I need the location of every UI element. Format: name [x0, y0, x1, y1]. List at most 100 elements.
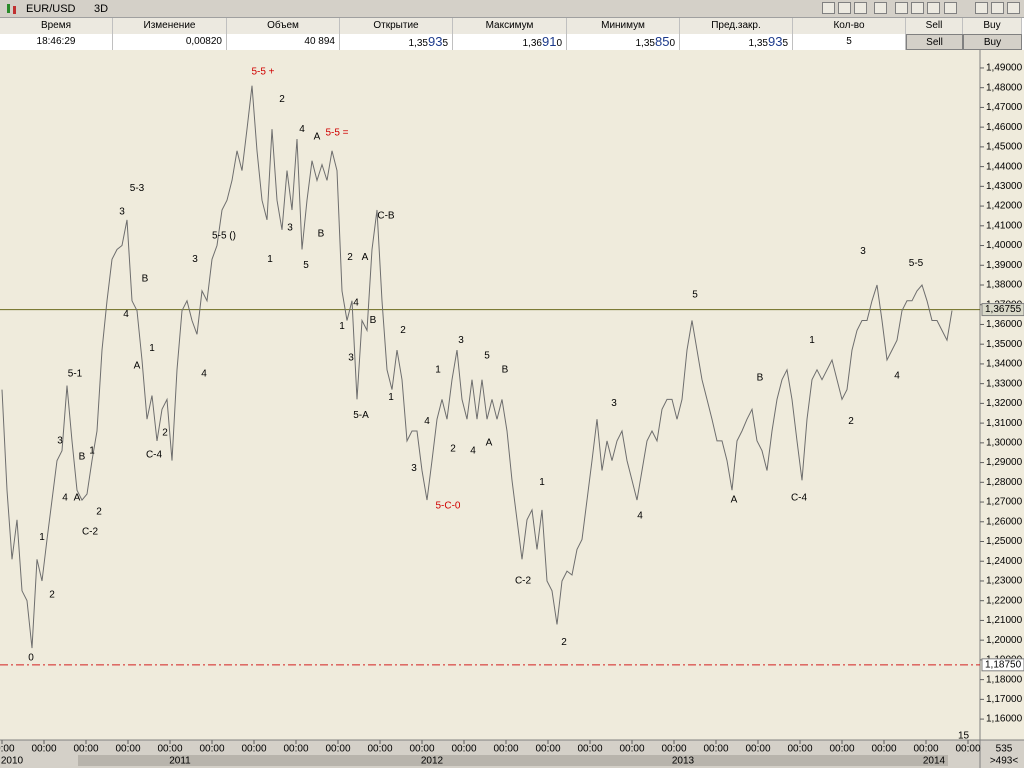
y-tick-label: 1,42000	[986, 201, 1023, 212]
y-tick-label: 1,43000	[986, 181, 1023, 192]
column-header: Sell	[906, 18, 963, 34]
x-tick-label: 00:00	[157, 744, 182, 755]
x-tick-label: 00:00	[325, 744, 350, 755]
wave-label: 3	[57, 436, 63, 447]
toolbar: EUR/USD 3D	[0, 0, 1024, 18]
wave-label: 1	[267, 254, 273, 265]
wave-label: A	[74, 493, 81, 504]
y-tick-label: 1,32000	[986, 398, 1023, 409]
column-header: Максимум	[453, 18, 567, 34]
minimize-button[interactable]	[975, 2, 988, 14]
wave-label: 2	[400, 325, 406, 336]
buy-button[interactable]: Buy	[963, 34, 1022, 50]
y-tick-label: 1,21000	[986, 615, 1023, 626]
y-tick-label: 1,23000	[986, 576, 1023, 587]
wave-label: A	[134, 361, 141, 372]
y-tick-label: 1,39000	[986, 260, 1023, 271]
year-band	[78, 755, 948, 766]
wave-label: B	[142, 274, 149, 285]
y-tick-label: 1,24000	[986, 556, 1023, 567]
column-header: Время	[0, 18, 113, 34]
wave-label: 5-5	[909, 258, 924, 269]
wave-label: 3	[348, 353, 354, 364]
close-button[interactable]	[1007, 2, 1020, 14]
wave-label: 2	[561, 637, 567, 648]
wave-label: 3	[411, 463, 417, 474]
year-label: 2013	[672, 756, 695, 767]
y-tick-label: 1,34000	[986, 359, 1023, 370]
y-tick-label: 1,45000	[986, 142, 1023, 153]
y-tick-label: 1,25000	[986, 536, 1023, 547]
y-tick-label: 1,35000	[986, 339, 1023, 350]
wave-label: 1	[39, 532, 45, 543]
footer-value: >493<	[990, 756, 1019, 767]
wave-label: 5	[303, 260, 309, 271]
quote-count: 5	[793, 34, 906, 50]
x-tick-label: 00:00	[115, 744, 140, 755]
wave-label: 5-5 +	[251, 67, 274, 78]
year-label: 2010	[1, 756, 24, 767]
quote-header: Время Изменение Объем Открытие Максимум Миним…	[0, 18, 1024, 34]
wave-label: 4	[424, 416, 430, 427]
y-tick-label: 1,26000	[986, 516, 1023, 527]
price-level-label: 1,36755	[985, 304, 1022, 315]
chart: 1,160001,170001,180001,190001,200001,210…	[0, 50, 1024, 768]
wave-label: B	[757, 372, 764, 383]
wave-label: 4	[62, 493, 68, 504]
tool-button[interactable]	[911, 2, 924, 14]
wave-label: C-4	[791, 493, 808, 504]
sell-button[interactable]: Sell	[906, 34, 963, 50]
x-tick-label: 00:00	[913, 744, 938, 755]
y-tick-label: 1,31000	[986, 418, 1023, 429]
bars-count: 15	[958, 731, 970, 742]
quote-time: 18:46:29	[0, 34, 113, 50]
column-header: Изменение	[113, 18, 227, 34]
wave-label: 2	[96, 507, 102, 518]
y-tick-label: 1,18000	[986, 674, 1023, 685]
tool-button[interactable]	[944, 2, 957, 14]
restore-button[interactable]	[991, 2, 1004, 14]
price-part: 5	[782, 38, 788, 49]
quote-prev-close: 1,35935	[680, 34, 793, 50]
tool-button[interactable]	[822, 2, 835, 14]
wave-label: 5-A	[353, 410, 369, 421]
y-tick-label: 1,40000	[986, 240, 1023, 251]
tool-button[interactable]	[874, 2, 887, 14]
wave-label: 1	[149, 343, 155, 354]
wave-label: 3	[860, 246, 866, 257]
wave-label: 4	[470, 445, 476, 456]
tool-button[interactable]	[838, 2, 851, 14]
y-tick-label: 1,27000	[986, 497, 1023, 508]
wave-label: B	[318, 228, 325, 239]
wave-label: 4	[353, 297, 359, 308]
tool-button[interactable]	[927, 2, 940, 14]
wave-label: B	[502, 364, 509, 375]
year-label: 2011	[169, 756, 191, 767]
column-header: Открытие	[340, 18, 453, 34]
x-tick-label: 00:00	[745, 744, 770, 755]
x-tick-label: 00:00	[661, 744, 686, 755]
x-tick-label: 00:00	[535, 744, 560, 755]
tool-button[interactable]	[895, 2, 908, 14]
price-level-box	[981, 303, 1024, 317]
axis-background	[980, 50, 1024, 740]
wave-label: 5-5 =	[325, 128, 348, 139]
timeframe[interactable]: 3D	[94, 3, 109, 15]
quote-low: 1,35850	[567, 34, 680, 50]
tool-button[interactable]	[854, 2, 867, 14]
y-tick-label: 1,28000	[986, 477, 1023, 488]
quote-open: 1,35935	[340, 34, 453, 50]
x-tick-label: 00:00	[241, 744, 266, 755]
wave-label: 1	[339, 321, 345, 332]
price-part: 91	[541, 34, 557, 49]
year-label: 2012	[421, 756, 444, 767]
wave-label: C-4	[146, 449, 163, 460]
symbol: EUR/USD	[26, 3, 76, 15]
plot-background	[0, 50, 980, 740]
y-tick-label: 1,38000	[986, 280, 1023, 291]
column-header: Пред.закр.	[680, 18, 793, 34]
wave-label: 3	[458, 335, 464, 346]
wave-label: 2	[450, 443, 456, 454]
y-tick-label: 1,47000	[986, 102, 1023, 113]
